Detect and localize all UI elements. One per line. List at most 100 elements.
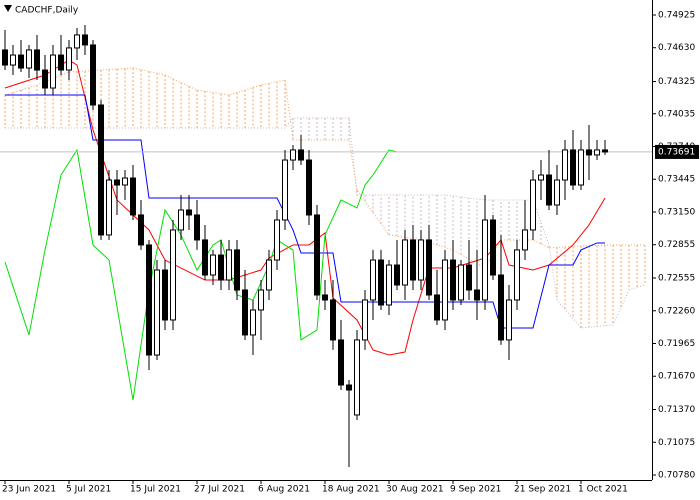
candle-body [50,54,56,89]
y-tick-label: 0.74325 [658,77,695,87]
candle-body [26,49,32,69]
candle-body [570,149,576,186]
candle-body [498,274,504,341]
candle-body [298,149,304,161]
candle-body [82,34,88,46]
candle-body [490,219,496,276]
candle-body [66,47,72,71]
y-tick-label: 0.74925 [658,10,695,20]
x-tick-label: 18 Aug 2021 [322,485,380,495]
candle-body [330,299,336,341]
candle-body [394,264,400,286]
candle-body [378,259,384,306]
candle-body [154,269,160,356]
x-tick-label: 23 Jun 2021 [2,485,56,495]
x-tick-label: 27 Jul 2021 [194,485,245,495]
candle-body [546,174,552,206]
candle-body [362,299,368,341]
candle-body [210,254,216,276]
candle-body [226,249,232,281]
candle-body [282,159,288,221]
candle-body [346,384,352,391]
candle-body [530,179,536,231]
candle-body [314,214,320,296]
candle-body [130,177,136,216]
candle-body [426,239,432,296]
candle-body [514,249,520,301]
y-tick-label: 0.73445 [658,175,695,185]
x-tick-label: 6 Aug 2021 [258,485,310,495]
y-tick-label: 0.72855 [658,240,695,250]
candle-body [306,159,312,216]
candle-body [58,54,64,71]
candle-body [506,299,512,341]
candle-body [442,259,448,321]
x-tick-label: 9 Sep 2021 [450,485,501,495]
candle-body [90,44,96,106]
candle-body [114,179,120,186]
y-tick-label: 0.72260 [658,306,695,316]
candle-body [402,239,408,286]
candle-body [450,259,456,301]
candle-body [386,264,392,306]
candle-body [434,294,440,321]
candle-body [146,244,152,356]
candle-body [522,229,528,251]
candle-body [74,34,80,49]
x-tick-label: 15 Jul 2021 [130,485,181,495]
candle-body [290,149,296,161]
candle-body [10,54,16,66]
candle-body [250,309,256,336]
candle-body [370,259,376,301]
candle-body [122,177,128,186]
candle-body [562,149,568,181]
candle-body [538,174,544,181]
candle-body [466,264,472,291]
candle-body [258,289,264,311]
candle-body [106,179,112,236]
candle-body [242,289,248,336]
candle-body [170,229,176,321]
x-tick-label: 5 Jul 2021 [66,485,111,495]
candle-body [578,149,584,186]
x-tick-label: 21 Sep 2021 [514,485,571,495]
y-tick-label: 0.71075 [658,438,695,448]
candle-body [274,219,280,261]
x-tick-label: 1 Oct 2021 [578,485,628,495]
candle-body [194,214,200,241]
y-tick-label: 0.73150 [658,207,695,217]
candle-body [602,149,608,153]
last-price-label: 0.73691 [658,147,695,157]
candle-body [202,239,208,276]
candle-body [162,269,168,321]
candle-body [586,149,592,156]
y-tick-label: 0.70780 [658,471,695,481]
plot-area [0,24,652,468]
candle-body [458,264,464,301]
candle-body [322,294,328,301]
y-tick-label: 0.74035 [658,109,695,119]
candle-body [98,104,104,236]
y-tick-label: 0.71370 [658,405,695,415]
candle-body [138,214,144,246]
candle-body [18,54,24,69]
candle-body [2,49,8,66]
y-tick-label: 0.71965 [658,339,695,349]
indicator-line [5,94,605,329]
candle-body [34,49,40,71]
y-tick-label: 0.72555 [658,274,695,284]
candle-body [218,254,224,281]
x-tick-label: 30 Aug 2021 [386,485,444,495]
title-icon [4,5,12,12]
candle-body [42,69,48,89]
chart-title: CADCHF,Daily [15,6,79,16]
candle-body [186,209,192,216]
candle-body [266,259,272,291]
candle-body [594,149,600,156]
candle-body [338,339,344,386]
candle-body [554,179,560,206]
last-price-box [655,144,699,159]
candle-body [354,339,360,416]
